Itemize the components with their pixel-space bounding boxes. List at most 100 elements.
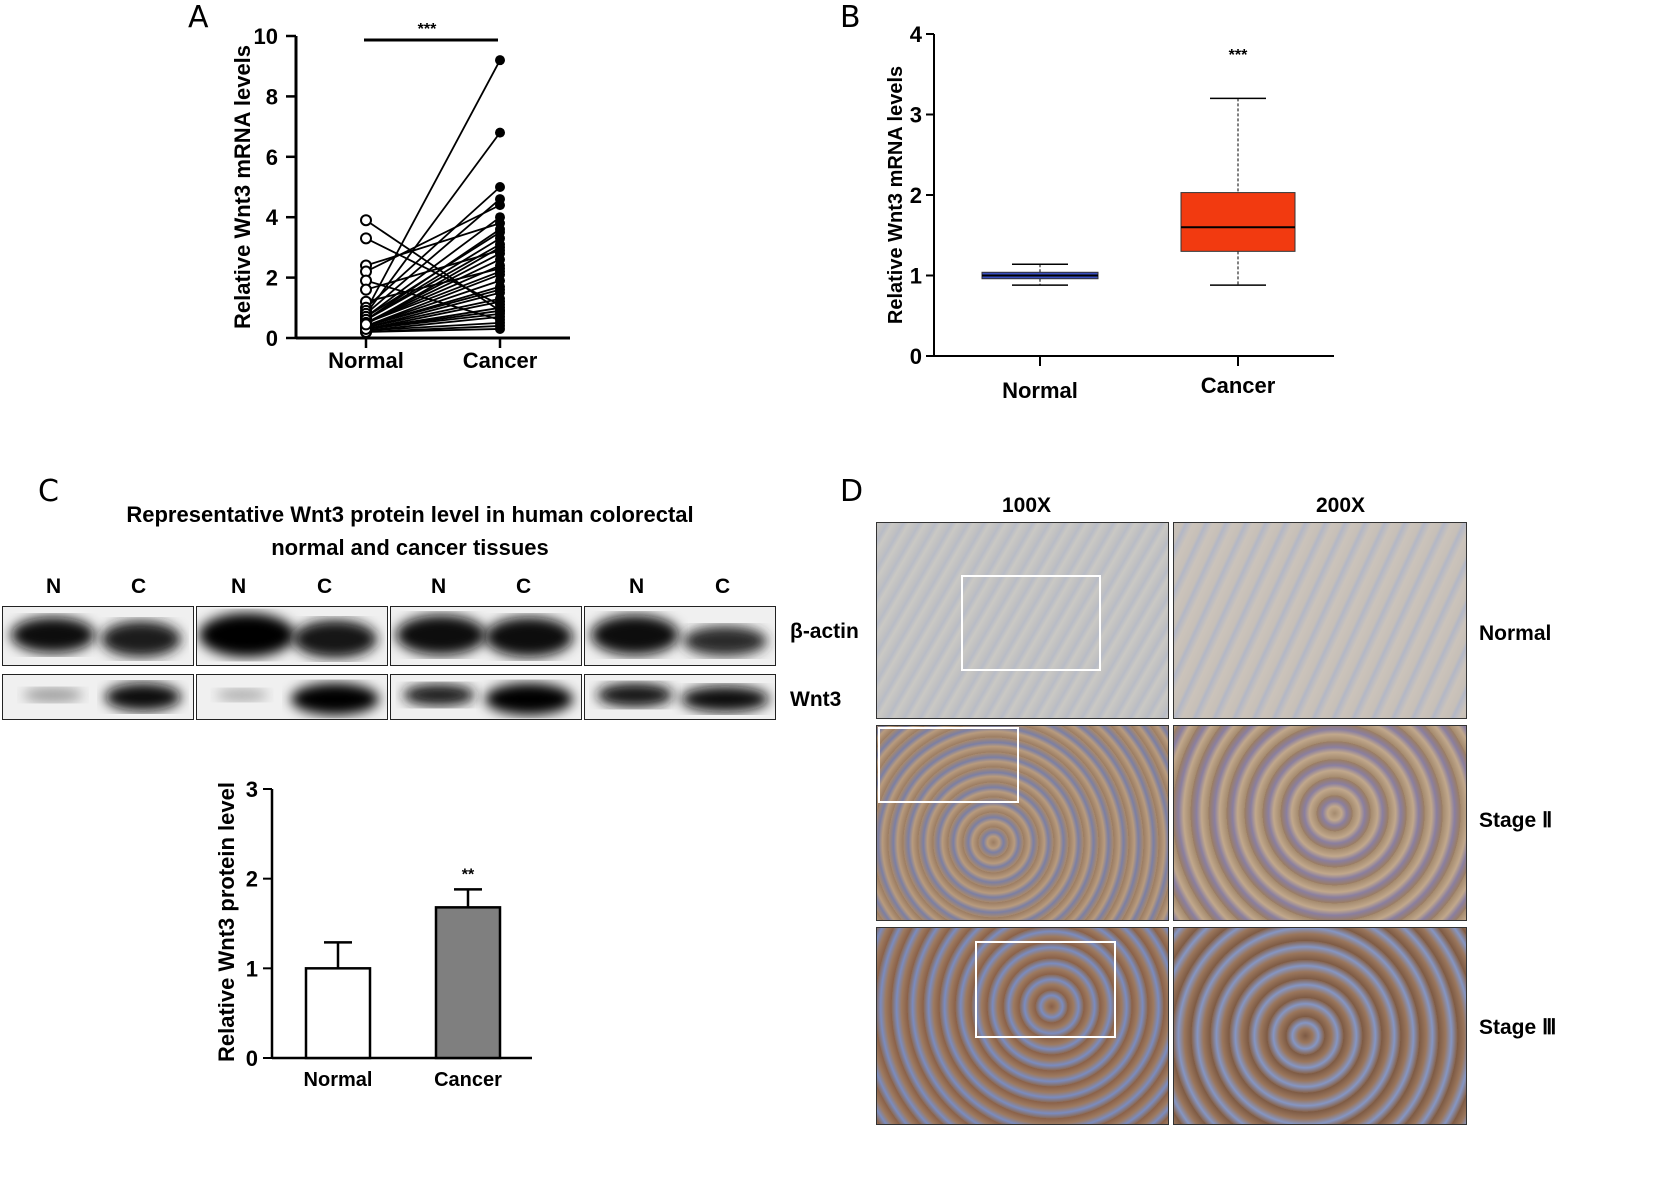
- cancer-point: [495, 284, 505, 295]
- ihc-image-stage2-200x: [1173, 725, 1467, 921]
- bar: [304, 967, 372, 1060]
- ihc-row-label-stage2: Stage Ⅱ: [1479, 809, 1553, 832]
- normal-point: [360, 232, 372, 245]
- x-tick-label: Normal: [304, 1069, 373, 1091]
- blot-strip-beta-actin: [196, 606, 388, 666]
- blot-strip-wnt3: [390, 674, 582, 720]
- cancer-point: [495, 323, 505, 334]
- x-tick-label: Cancer: [1201, 373, 1276, 398]
- x-tick-label: Cancer: [463, 348, 538, 373]
- y-tick-label: 8: [266, 84, 278, 109]
- pair-line: [365, 132, 501, 315]
- blot-strip-wnt3: [196, 674, 388, 720]
- lane-label: C: [715, 575, 731, 598]
- blot-strip-beta-actin: [390, 606, 582, 666]
- y-tick-label: 1: [246, 956, 258, 981]
- cancer-point: [495, 224, 505, 235]
- pair-line: [365, 279, 501, 327]
- ihc-row-label-normal: Normal: [1479, 622, 1552, 645]
- y-tick-label: 3: [910, 103, 922, 128]
- pair-line: [365, 204, 501, 273]
- panel-letter-b: B: [840, 0, 861, 35]
- pair-line: [365, 300, 501, 330]
- pair-line: [365, 291, 501, 329]
- lane-label: C: [131, 575, 147, 598]
- pair-line: [365, 315, 501, 332]
- x-tick-label: Normal: [328, 348, 404, 373]
- y-tick-label: 10: [254, 24, 278, 49]
- cancer-point: [495, 242, 505, 253]
- pair-line: [365, 297, 501, 329]
- y-axis-label: Relative Wnt3 protein level: [214, 782, 239, 1062]
- pair-line: [365, 328, 501, 333]
- pair-line: [365, 264, 501, 324]
- pair-line: [365, 273, 501, 327]
- bar: [434, 906, 502, 1060]
- x-tick-label: Normal: [1002, 378, 1078, 403]
- y-tick-label: 0: [266, 326, 278, 351]
- panel-letter-c: C: [38, 474, 59, 509]
- pair-line: [365, 198, 501, 315]
- ihc-image-stage3-200x: [1173, 927, 1467, 1125]
- ihc-image-stage3-100x: [876, 927, 1169, 1125]
- cancer-point: [495, 212, 505, 223]
- cancer-point: [495, 194, 505, 205]
- y-tick-label: 0: [246, 1046, 258, 1071]
- panel-letter-d: D: [840, 474, 864, 509]
- lane-label: C: [516, 575, 532, 598]
- pair-line: [365, 216, 501, 318]
- lane-label: C: [317, 575, 333, 598]
- pair-line: [365, 270, 501, 324]
- y-axis-label: Relative Wnt3 mRNA levels: [885, 66, 907, 324]
- ihc-image-normal-200x: [1173, 522, 1467, 719]
- y-axis-label: Relative Wnt3 mRNA levels: [230, 45, 255, 329]
- y-tick-label: 0: [910, 344, 922, 369]
- pair-line: [365, 246, 501, 326]
- blot-row-label-wnt3: Wnt3: [790, 688, 842, 711]
- ihc-roi-box: [975, 941, 1116, 1038]
- ihc-roi-box: [878, 727, 1019, 803]
- y-tick-label: 2: [246, 867, 258, 892]
- lane-label: N: [431, 575, 447, 598]
- lane-label: N: [231, 575, 247, 598]
- ihc-roi-box: [961, 575, 1101, 671]
- y-tick-label: 6: [266, 145, 278, 170]
- blot-strip-beta-actin: [2, 606, 194, 666]
- box: [1180, 192, 1296, 252]
- pair-line: [365, 228, 501, 321]
- cancer-point: [495, 55, 505, 66]
- ihc-column-label: 200X: [1316, 494, 1366, 517]
- blot-title-line2: normal and cancer tissues: [271, 535, 549, 560]
- normal-point: [360, 318, 372, 331]
- normal-point: [360, 283, 372, 296]
- significance-label: ***: [1229, 47, 1248, 64]
- pair-line: [365, 243, 501, 321]
- lane-label: N: [629, 575, 645, 598]
- panel-letter-a: A: [188, 0, 209, 35]
- y-tick-label: 1: [910, 264, 922, 289]
- pair-line: [365, 59, 501, 312]
- cancer-point: [495, 266, 505, 277]
- blot-strip-beta-actin: [584, 606, 776, 666]
- normal-point: [360, 214, 372, 227]
- ihc-column-label: 100X: [1002, 494, 1052, 517]
- blot-strip-wnt3: [584, 674, 776, 720]
- chart-c-bar-chart: 0 1 2 3 Relative Wnt3 protein level Normal Can…: [214, 777, 532, 1091]
- ihc-image-normal-100x: [876, 522, 1169, 719]
- lane-label: N: [46, 575, 62, 598]
- pair-line: [365, 288, 501, 327]
- blot-strip-wnt3: [2, 674, 194, 720]
- ihc-image-stage2-100x: [876, 725, 1169, 921]
- y-tick-label: 4: [910, 22, 923, 47]
- y-tick-label: 4: [266, 205, 279, 230]
- significance-label: ***: [418, 21, 437, 38]
- y-tick-label: 2: [910, 183, 922, 208]
- y-tick-label: 2: [266, 266, 278, 291]
- pair-line: [365, 312, 501, 330]
- cancer-point: [495, 308, 505, 319]
- pair-line: [365, 222, 501, 267]
- chart-a-paired-plot: 0 2 4 6 8 10 Normal Cancer Relative Wnt3 mRNA le…: [230, 21, 570, 373]
- blot-title-line1: Representative Wnt3 protein level in hum…: [126, 502, 694, 527]
- y-tick-label: 3: [246, 777, 258, 802]
